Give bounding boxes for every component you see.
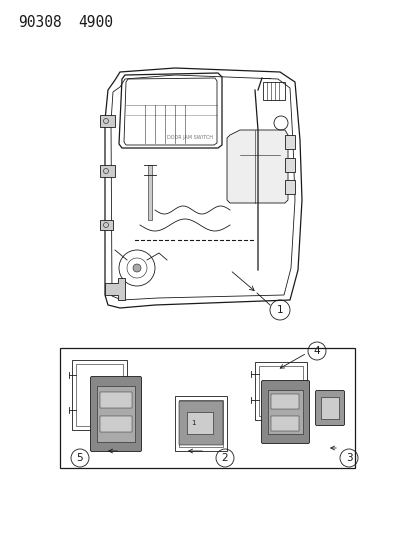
- Text: 1: 1: [276, 305, 282, 315]
- Bar: [271, 416, 298, 431]
- Bar: [271, 394, 298, 409]
- Bar: [175, 396, 226, 451]
- Bar: [284, 180, 294, 194]
- Bar: [187, 412, 212, 434]
- Bar: [60, 348, 354, 468]
- Polygon shape: [105, 278, 125, 300]
- Text: 2: 2: [221, 453, 228, 463]
- FancyBboxPatch shape: [261, 381, 309, 443]
- Text: 90308: 90308: [18, 15, 62, 30]
- Text: 5: 5: [76, 453, 83, 463]
- FancyBboxPatch shape: [90, 376, 141, 451]
- Bar: [100, 416, 132, 432]
- Text: 1: 1: [190, 420, 195, 426]
- Circle shape: [133, 264, 141, 272]
- Bar: [267, 390, 302, 434]
- Bar: [76, 364, 123, 426]
- Bar: [284, 135, 294, 149]
- Text: 3: 3: [345, 453, 351, 463]
- Bar: [100, 115, 115, 127]
- Polygon shape: [226, 130, 287, 203]
- Text: DOOR JAM SWITCH: DOOR JAM SWITCH: [166, 135, 212, 141]
- FancyBboxPatch shape: [315, 391, 344, 425]
- Bar: [284, 158, 294, 172]
- Bar: [262, 82, 284, 100]
- Text: 4: 4: [313, 346, 320, 356]
- Bar: [100, 220, 113, 230]
- Bar: [259, 366, 302, 416]
- Bar: [178, 400, 223, 447]
- Bar: [72, 360, 127, 430]
- Bar: [100, 392, 132, 408]
- FancyBboxPatch shape: [178, 401, 223, 445]
- Text: 4900: 4900: [78, 15, 113, 30]
- Bar: [320, 397, 338, 419]
- Bar: [147, 165, 152, 220]
- Bar: [100, 165, 115, 177]
- Bar: [254, 362, 306, 420]
- Bar: [97, 386, 135, 442]
